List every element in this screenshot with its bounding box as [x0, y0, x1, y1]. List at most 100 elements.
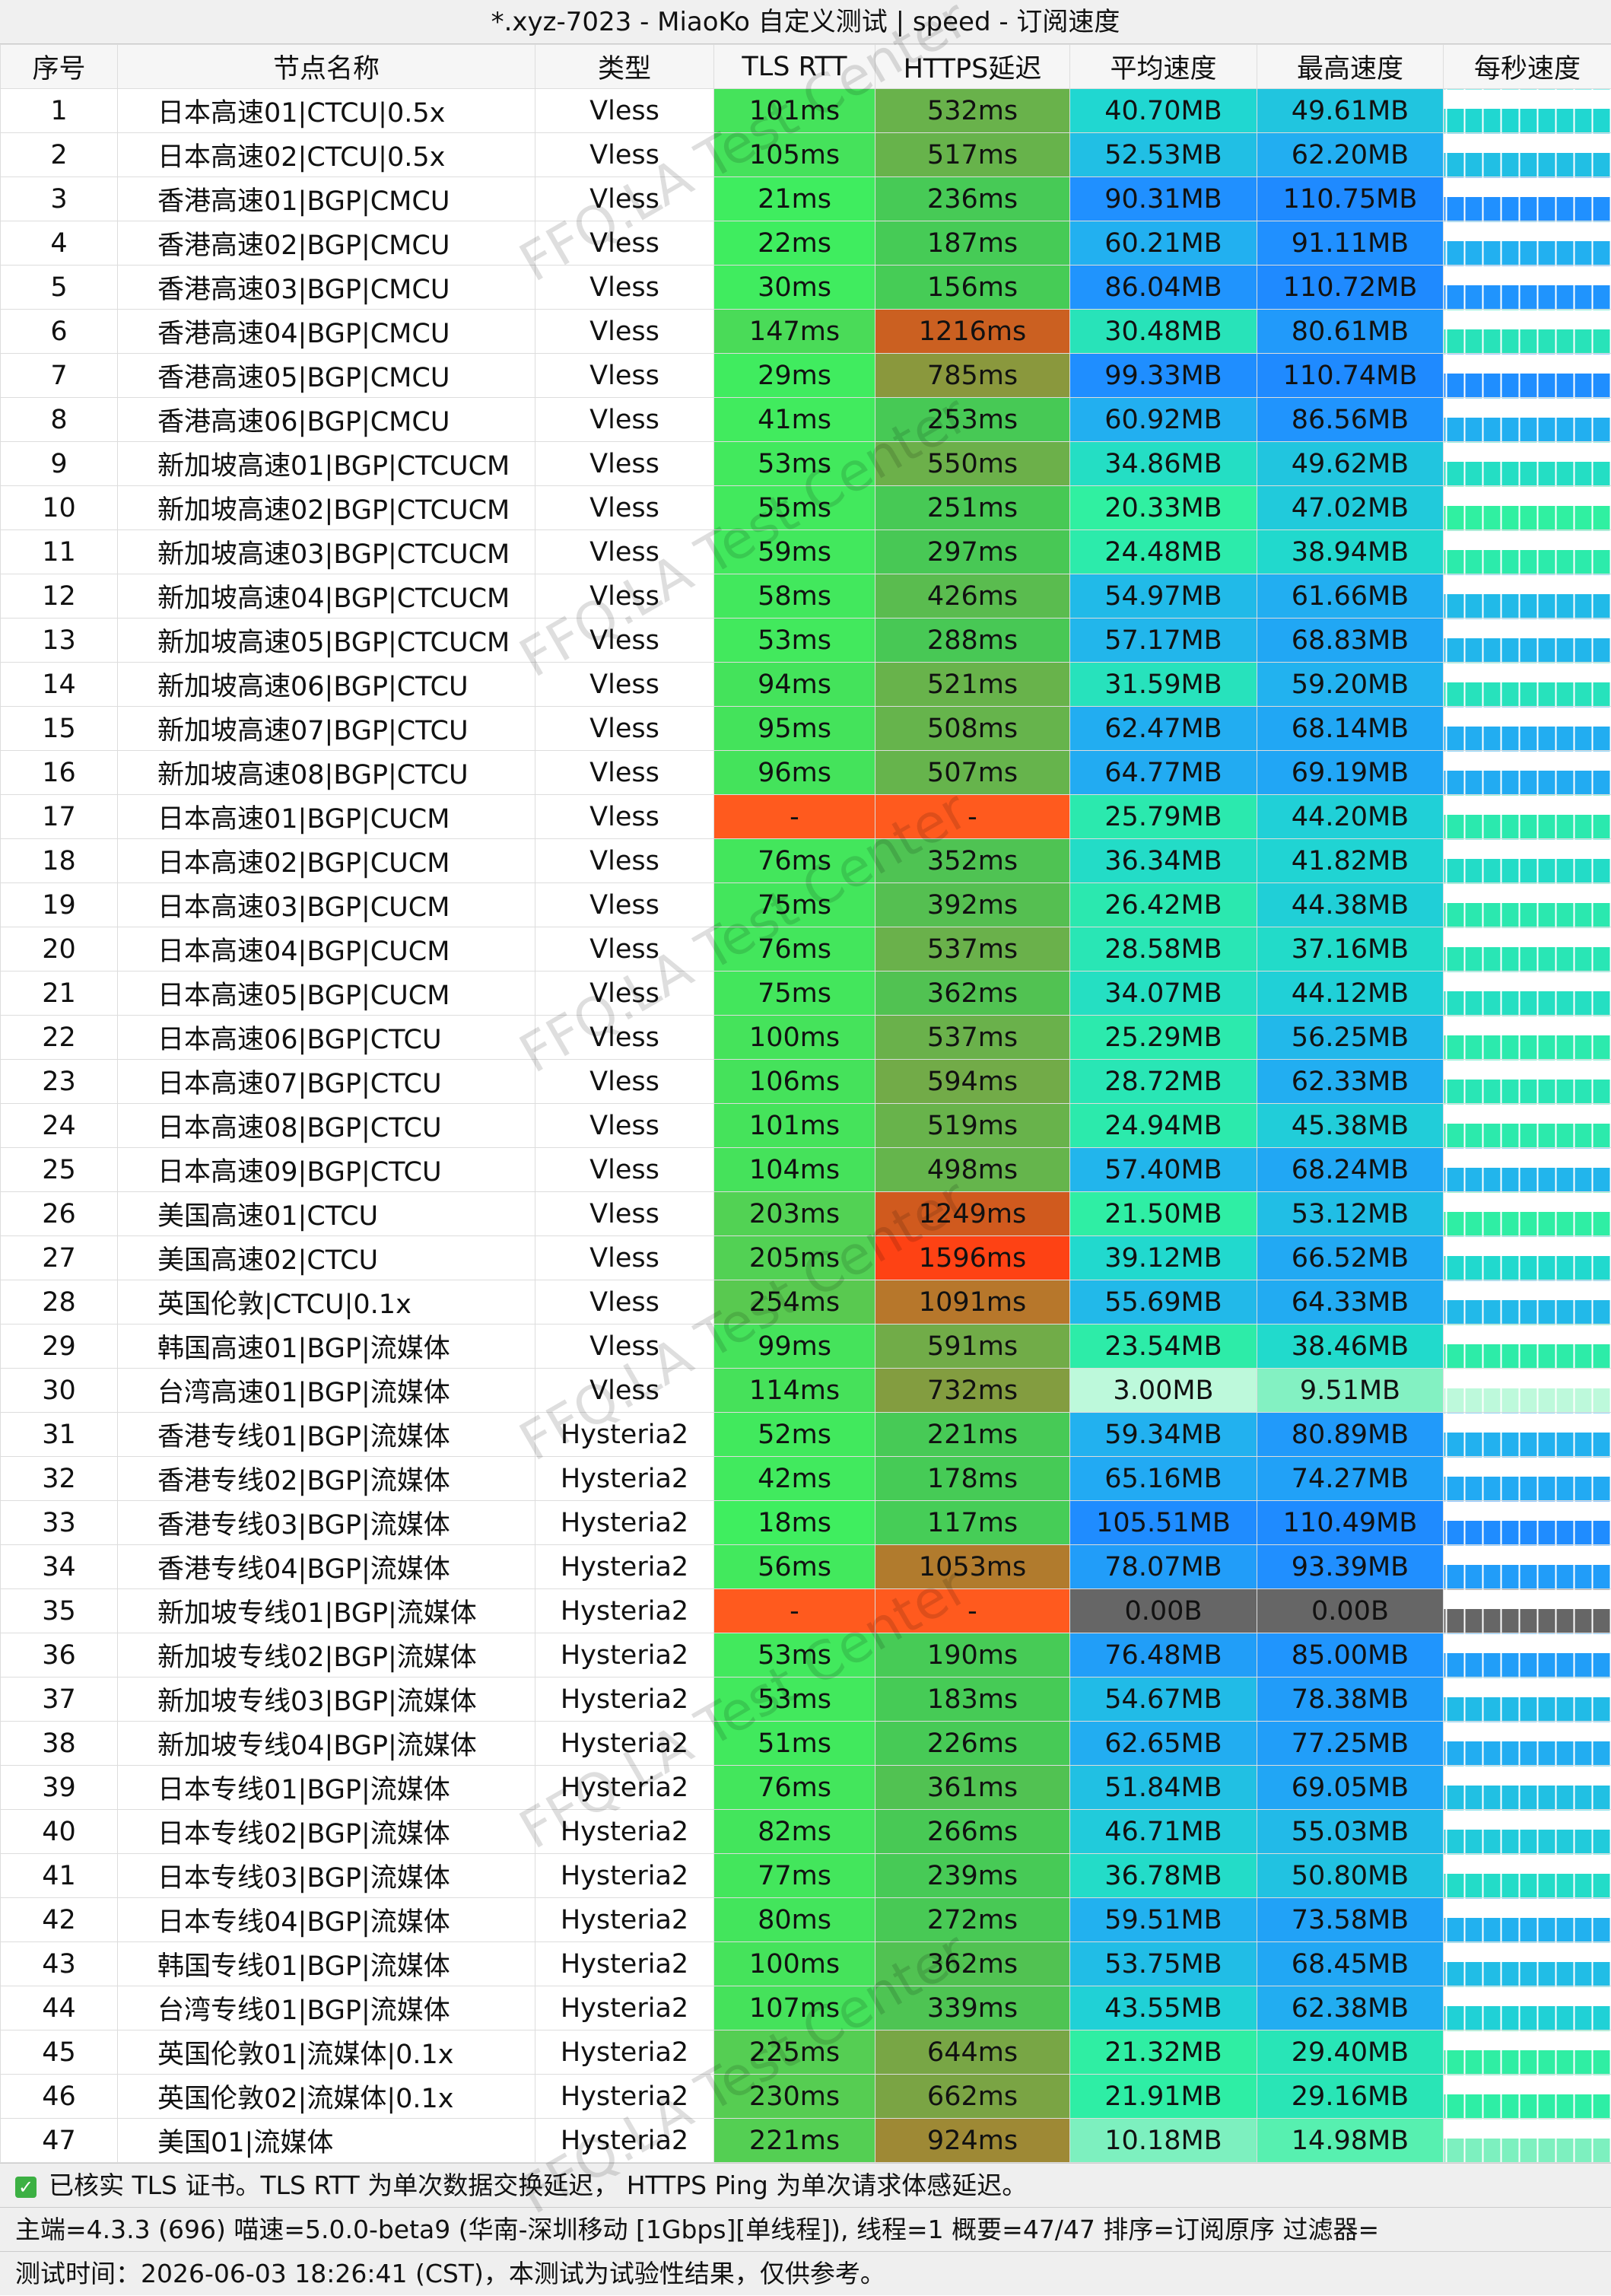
speed-sparkline: [1443, 1235, 1611, 1280]
max-speed: 45.38MB: [1257, 1103, 1444, 1148]
avg-speed: 62.47MB: [1069, 706, 1257, 751]
https-delay: 339ms: [875, 1986, 1070, 2030]
https-delay: 117ms: [875, 1500, 1070, 1545]
https-delay: 1596ms: [875, 1235, 1070, 1280]
node-name: 日本高速06|BGP|CTCU: [117, 1015, 535, 1060]
node-name: 香港专线04|BGP|流媒体: [117, 1544, 535, 1589]
node-name: 新加坡高速04|BGP|CTCUCM: [117, 574, 535, 619]
https-delay: 253ms: [875, 397, 1070, 442]
tls-rtt: 147ms: [713, 309, 875, 354]
node-name: 日本专线02|BGP|流媒体: [117, 1809, 535, 1854]
tls-rtt: 53ms: [713, 441, 875, 486]
avg-speed: 20.33MB: [1069, 485, 1257, 530]
avg-speed: 23.54MB: [1069, 1324, 1257, 1369]
protocol: Hysteria2: [535, 1588, 714, 1633]
protocol: Hysteria2: [535, 1633, 714, 1677]
tls-rtt: 42ms: [713, 1456, 875, 1501]
window-title: *.xyz-7023 - MiaoKo 自定义测试 | speed - 订阅速度: [0, 0, 1611, 44]
speed-sparkline: [1443, 221, 1611, 266]
protocol: Hysteria2: [535, 1941, 714, 1986]
tls-rtt: 18ms: [713, 1500, 875, 1545]
protocol: Vless: [535, 1147, 714, 1192]
tls-rtt: 75ms: [713, 971, 875, 1016]
table-row: 19 日本高速03|BGP|CUCM Vless 75ms 392ms 26.42MB 44…: [0, 882, 1611, 927]
table-row: 35 新加坡专线01|BGP|流媒体 Hysteria2- -0.00B 0.00B: [0, 1588, 1611, 1633]
index: 45: [0, 2030, 118, 2075]
https-delay: 521ms: [875, 662, 1070, 707]
footer-time: 测试时间：2026-06-03 18:26:41 (CST)，本测试为试验性结果…: [0, 2251, 1611, 2295]
node-name: 新加坡高速05|BGP|CTCUCM: [117, 618, 535, 663]
index: 8: [0, 397, 118, 442]
tls-rtt: 105ms: [713, 132, 875, 177]
avg-speed: 99.33MB: [1069, 353, 1257, 398]
node-name: 新加坡高速06|BGP|CTCU: [117, 662, 535, 707]
index: 28: [0, 1280, 118, 1324]
max-speed: 110.74MB: [1257, 353, 1444, 398]
node-name: 美国高速01|CTCU: [117, 1191, 535, 1236]
https-delay: 537ms: [875, 1015, 1070, 1060]
speed-sparkline: [1443, 574, 1611, 619]
table-row: 18 日本高速02|BGP|CUCM Vless 76ms 352ms 36.34MB 41…: [0, 838, 1611, 883]
tls-rtt: 30ms: [713, 265, 875, 310]
index: 19: [0, 882, 118, 927]
column-header: 序号: [0, 44, 118, 89]
node-name: 日本高速01|CTCU|0.5x: [117, 88, 535, 133]
node-name: 日本专线03|BGP|流媒体: [117, 1853, 535, 1898]
tls-rtt: 41ms: [713, 397, 875, 442]
index: 4: [0, 221, 118, 266]
speed-sparkline: [1443, 1500, 1611, 1545]
tls-rtt: 230ms: [713, 2074, 875, 2119]
index: 3: [0, 176, 118, 221]
max-speed: 77.25MB: [1257, 1721, 1444, 1766]
index: 7: [0, 353, 118, 398]
table-row: 47 美国01|流媒体 Hysteria2 221ms 924ms 10.18MB 14.9…: [0, 2118, 1611, 2163]
https-delay: 426ms: [875, 574, 1070, 619]
avg-speed: 54.67MB: [1069, 1677, 1257, 1722]
speed-sparkline: [1443, 927, 1611, 972]
tls-rtt: 21ms: [713, 176, 875, 221]
table-row: 9 新加坡高速01|BGP|CTCUCM Vless 53ms 550ms 34.86MB…: [0, 441, 1611, 486]
protocol: Hysteria2: [535, 2030, 714, 2075]
https-delay: 785ms: [875, 353, 1070, 398]
table-body: 1 日本高速01|CTCU|0.5x Vless 101ms 532ms 40.70MB 4…: [0, 88, 1611, 2163]
avg-speed: 28.58MB: [1069, 927, 1257, 972]
avg-speed: 25.29MB: [1069, 1015, 1257, 1060]
index: 1: [0, 88, 118, 133]
max-speed: 62.33MB: [1257, 1059, 1444, 1104]
max-speed: 80.89MB: [1257, 1412, 1444, 1457]
speed-sparkline: [1443, 1103, 1611, 1148]
max-speed: 74.27MB: [1257, 1456, 1444, 1501]
max-speed: 61.66MB: [1257, 574, 1444, 619]
max-speed: 86.56MB: [1257, 397, 1444, 442]
protocol: Vless: [535, 485, 714, 530]
avg-speed: 64.77MB: [1069, 750, 1257, 795]
tls-rtt: 205ms: [713, 1235, 875, 1280]
protocol: Vless: [535, 397, 714, 442]
speed-sparkline: [1443, 265, 1611, 310]
protocol: Hysteria2: [535, 1897, 714, 1942]
protocol: Hysteria2: [535, 1809, 714, 1854]
node-name: 台湾高速01|BGP|流媒体: [117, 1368, 535, 1413]
avg-speed: 21.50MB: [1069, 1191, 1257, 1236]
protocol: Vless: [535, 1191, 714, 1236]
speed-sparkline: [1443, 132, 1611, 177]
tls-rtt: 100ms: [713, 1941, 875, 1986]
avg-speed: 57.40MB: [1069, 1147, 1257, 1192]
table-row: 25 日本高速09|BGP|CTCU Vless 104ms 498ms 57.40MB 6…: [0, 1147, 1611, 1192]
https-delay: 498ms: [875, 1147, 1070, 1192]
max-speed: 53.12MB: [1257, 1191, 1444, 1236]
column-header: 每秒速度: [1443, 44, 1611, 89]
https-delay: 361ms: [875, 1765, 1070, 1810]
speed-sparkline: [1443, 1324, 1611, 1369]
max-speed: 0.00B: [1257, 1588, 1444, 1633]
max-speed: 29.16MB: [1257, 2074, 1444, 2119]
https-delay: 272ms: [875, 1897, 1070, 1942]
https-delay: 662ms: [875, 2074, 1070, 2119]
table-row: 3 香港高速01|BGP|CMCU Vless 21ms 236ms 90.31MB 110…: [0, 176, 1611, 221]
node-name: 英国伦敦|CTCU|0.1x: [117, 1280, 535, 1324]
index: 25: [0, 1147, 118, 1192]
max-speed: 64.33MB: [1257, 1280, 1444, 1324]
node-name: 香港高速05|BGP|CMCU: [117, 353, 535, 398]
node-name: 日本高速01|BGP|CUCM: [117, 794, 535, 839]
https-delay: 591ms: [875, 1324, 1070, 1369]
